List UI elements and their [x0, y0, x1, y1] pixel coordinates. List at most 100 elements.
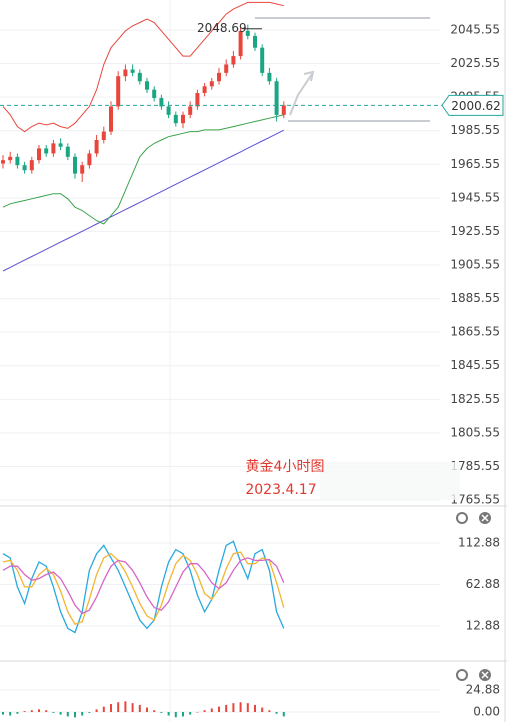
candle-body	[173, 114, 178, 124]
y-tick-label: 2025.55	[450, 56, 500, 70]
histogram-bar	[232, 703, 235, 712]
candle-body	[260, 47, 265, 73]
candle-body	[15, 156, 20, 166]
histogram-bar	[38, 709, 40, 712]
histogram-bar	[59, 712, 62, 715]
histogram-bar	[23, 711, 26, 712]
histogram-bar	[196, 712, 199, 713]
histogram-bar	[45, 710, 48, 712]
candle-body	[253, 35, 257, 48]
histogram-bar	[117, 702, 120, 712]
candle-body	[44, 148, 49, 154]
indicator-line	[2, 1, 284, 133]
candle-body	[267, 72, 272, 82]
indicator-line	[2, 129, 285, 272]
histogram-bar	[102, 706, 105, 712]
candle-body	[159, 98, 164, 107]
candle-body	[109, 106, 113, 132]
candle-body	[231, 56, 236, 65]
candle-body	[281, 105, 286, 115]
y-tick-label: 1885.55	[450, 291, 500, 305]
histogram-bar	[16, 712, 19, 714]
candle-body	[245, 30, 250, 36]
candle-body	[65, 146, 70, 157]
high-label: 2048.69	[197, 21, 247, 35]
histogram-bar	[138, 704, 141, 712]
y-tick-label: 1865.55	[450, 325, 500, 339]
y-tick-label: 1965.55	[450, 157, 500, 171]
histogram-bar	[268, 710, 271, 712]
histogram-bar	[52, 712, 55, 713]
candle-body	[116, 76, 121, 107]
histogram-bar	[74, 712, 76, 718]
histogram-bar	[218, 706, 220, 712]
y-tick-label: 0.00	[473, 705, 500, 719]
candle-body	[29, 160, 34, 171]
candle-body	[123, 69, 128, 77]
oscillator-line	[2, 551, 285, 625]
candle-body	[166, 106, 171, 115]
indicator-line	[2, 114, 284, 225]
candle-body	[217, 72, 221, 82]
y-tick-label: 1925.55	[450, 224, 500, 238]
candle-body	[58, 143, 63, 147]
close-icon-x	[481, 514, 489, 522]
candle-body	[137, 72, 142, 82]
y-tick-label: 24.88	[466, 682, 500, 696]
histogram-bar	[146, 707, 148, 712]
gear-icon[interactable]	[456, 669, 468, 681]
histogram-bar	[239, 702, 242, 712]
histogram-bar	[160, 712, 163, 713]
y-tick-label: 1825.55	[450, 392, 500, 406]
histogram-bar	[30, 710, 33, 712]
drawn-arrow	[303, 70, 315, 82]
y-tick-label: 2045.55	[450, 22, 500, 36]
histogram-bar	[95, 709, 98, 712]
candle-body	[8, 156, 13, 161]
histogram-bar	[81, 712, 84, 716]
candle-body	[80, 165, 85, 174]
candle-body	[188, 106, 193, 115]
candle-body	[209, 81, 214, 87]
histogram-bar	[153, 710, 156, 712]
histogram-bar	[275, 712, 278, 714]
histogram-bar	[189, 712, 192, 715]
histogram-bar	[66, 712, 69, 717]
last-price-tag	[441, 94, 504, 116]
histogram-bar	[203, 710, 206, 712]
y-tick-label: 1785.55	[450, 459, 500, 473]
candle-body	[73, 156, 77, 174]
close-icon-x	[481, 671, 489, 679]
y-tick-label: 1845.55	[450, 358, 500, 372]
candle-body	[224, 64, 229, 73]
gear-icon[interactable]	[456, 512, 468, 524]
candle-body	[274, 81, 279, 115]
histogram-bar	[174, 712, 177, 718]
histogram-bar	[182, 712, 184, 717]
candle-body	[145, 81, 149, 90]
oscillator-line	[2, 540, 285, 634]
y-tick-label: 62.88	[466, 577, 500, 591]
y-tick-label: 1985.55	[450, 123, 500, 137]
candle-body	[152, 89, 157, 99]
candle-body	[87, 153, 92, 166]
histogram-bar	[110, 704, 112, 712]
y-tick-label: 1905.55	[450, 258, 500, 272]
histogram-bar	[282, 712, 285, 717]
candle-body	[101, 131, 106, 141]
candle-body	[181, 114, 185, 124]
histogram-bar	[2, 712, 4, 715]
histogram-bar	[131, 703, 134, 712]
y-tick-label: 12.88	[466, 618, 500, 632]
histogram-bar	[167, 712, 170, 716]
candle-body	[195, 93, 200, 107]
histogram-bar	[210, 708, 213, 712]
candle-body	[202, 86, 207, 94]
histogram-bar	[9, 712, 12, 716]
candle-body	[1, 160, 5, 164]
drawn-arrow	[289, 73, 313, 116]
histogram-bar	[254, 704, 256, 712]
